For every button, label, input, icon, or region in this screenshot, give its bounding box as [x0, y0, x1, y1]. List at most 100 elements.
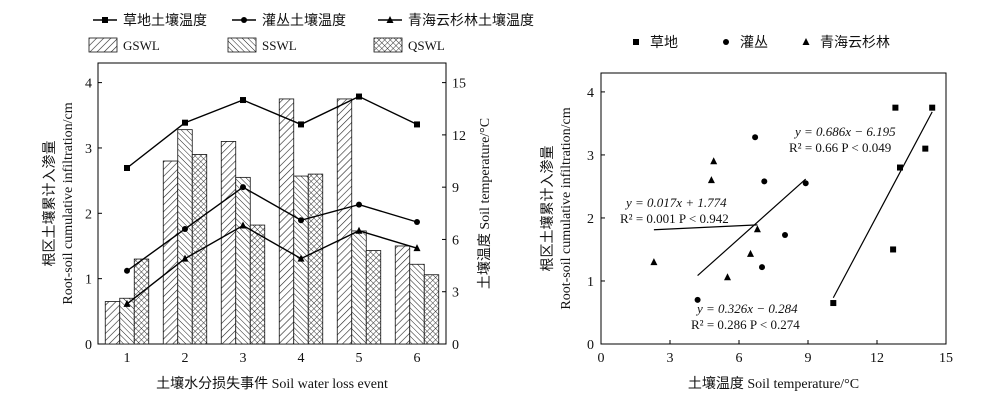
left-y-tick-label: 4 [85, 77, 92, 92]
right-y-tick-label: 4 [587, 86, 594, 101]
left-y2-tick-label: 9 [452, 181, 459, 196]
legend-line-label: 青海云杉林土壤温度 [408, 12, 534, 29]
scatter-point-circle [782, 231, 788, 238]
scatter-point-triangle [650, 258, 658, 266]
bar-sswl [235, 176, 251, 345]
temperature-point-triangle [355, 226, 363, 234]
temperature-point-square [298, 121, 304, 128]
right-y-axis-title-en: Root-soil cumulative infiltration/cm [559, 107, 574, 309]
bar-sswl [177, 129, 193, 345]
left-x-tick-label: 3 [240, 351, 247, 366]
temperature-line-triangle [126, 224, 418, 305]
bar-qswl [307, 173, 324, 345]
fit-equation: y = 0.326x − 0.284 [695, 301, 798, 316]
temperature-point-square [414, 121, 420, 128]
left-x-tick-label: 1 [124, 351, 131, 366]
legend-line-marker [102, 17, 108, 23]
bar-gswl [394, 245, 411, 345]
left-x-tick-label: 5 [356, 351, 363, 366]
right-y-tick-label: 2 [587, 212, 594, 227]
temperature-line-square [126, 95, 418, 169]
left-y-tick-label: 3 [85, 142, 92, 157]
right-x-tick-label: 3 [667, 351, 674, 366]
scatter-point-triangle [753, 225, 761, 233]
bar-sswl [409, 263, 425, 345]
fit-statistics: R² = 0.66 P < 0.049 [789, 140, 891, 155]
right-y-tick-label: 0 [587, 338, 594, 353]
fit-statistics: R² = 0.286 P < 0.274 [691, 317, 800, 332]
temperature-point-circle [240, 184, 246, 191]
fit-line [653, 224, 758, 231]
left-y2-tick-label: 15 [452, 77, 466, 92]
left-y-axis-title-en: Root-soil cumulative infiltration/cm [61, 102, 76, 304]
bar-qswl [249, 224, 266, 345]
bar-qswl [423, 274, 440, 345]
temperature-point-triangle [297, 254, 305, 262]
right-x-tick-label: 0 [598, 351, 605, 366]
scatter-point-triangle [724, 273, 731, 281]
left-y2-axis-title: 土壤温度 Soil temperature/°C [476, 118, 493, 289]
legend-line-label: 草地土壤温度 [123, 12, 207, 29]
left-x-tick-label: 2 [182, 351, 189, 366]
left-plot-frame [97, 62, 447, 345]
scatter-point-circle [761, 178, 768, 185]
right-x-tick-label: 12 [870, 351, 884, 366]
scatter-point-square [922, 145, 929, 152]
left-y2-tick-label: 3 [452, 286, 459, 301]
legend-bar-swatch [373, 37, 403, 53]
legend-bar-label: QSWL [408, 38, 445, 53]
temperature-point-triangle [181, 254, 189, 262]
legend-marker [802, 38, 810, 45]
fit-line [832, 111, 933, 299]
right-y-tick-label: 3 [587, 149, 594, 164]
scatter-point-circle [802, 180, 809, 187]
scatter-point-triangle [747, 249, 754, 257]
temperature-point-square [182, 119, 188, 126]
temperature-point-circle [414, 219, 420, 226]
scatter-point-square [890, 246, 897, 253]
legend-line-marker [386, 16, 394, 23]
fit-statistics: R² = 0.001 P < 0.942 [620, 211, 729, 226]
scatter-point-triangle [707, 176, 715, 184]
legend-bar-label: GSWL [123, 38, 160, 53]
legend-line-label: 灌丛土壤温度 [262, 12, 346, 29]
temperature-point-circle [124, 267, 130, 274]
legend-label: 草地 [650, 35, 678, 51]
legend-bar-swatch [88, 37, 118, 53]
scatter-point-triangle [710, 157, 718, 165]
legend-line-marker [241, 17, 247, 23]
temperature-point-circle [356, 201, 362, 208]
left-y2-tick-label: 0 [452, 338, 459, 353]
legend-label: 青海云杉林 [820, 35, 890, 51]
temperature-point-triangle [123, 299, 131, 307]
scatter-point-square [929, 104, 936, 111]
legend-label: 灌丛 [740, 35, 768, 51]
temperature-point-triangle [413, 244, 421, 252]
fit-equation: y = 0.686x − 6.195 [793, 124, 896, 139]
temperature-point-circle [182, 225, 188, 232]
scatter-point-square [892, 104, 899, 111]
bar-gswl [220, 141, 237, 345]
right-x-tick-label: 6 [736, 351, 743, 366]
left-y-tick-label: 1 [85, 273, 92, 288]
right-plot-frame [600, 72, 947, 345]
scatter-point-square [897, 164, 903, 171]
scatter-point-circle [759, 264, 765, 271]
temperature-point-square [124, 164, 130, 171]
right-y-axis-title-cn: 根区土壤累计入渗量 [539, 146, 556, 272]
temperature-point-square [356, 93, 362, 100]
bar-gswl [104, 301, 121, 345]
left-x-tick-label: 6 [414, 351, 421, 366]
scatter-point-square [830, 300, 837, 307]
left-x-axis-title: 土壤水分损失事件 Soil water loss event [156, 375, 388, 392]
left-y-tick-label: 2 [85, 207, 92, 222]
temperature-line-circle [126, 186, 418, 272]
temperature-point-triangle [239, 221, 247, 229]
fit-line [697, 178, 807, 277]
bar-qswl [191, 154, 208, 345]
right-x-tick-label: 9 [805, 351, 812, 366]
bar-gswl [278, 98, 295, 345]
